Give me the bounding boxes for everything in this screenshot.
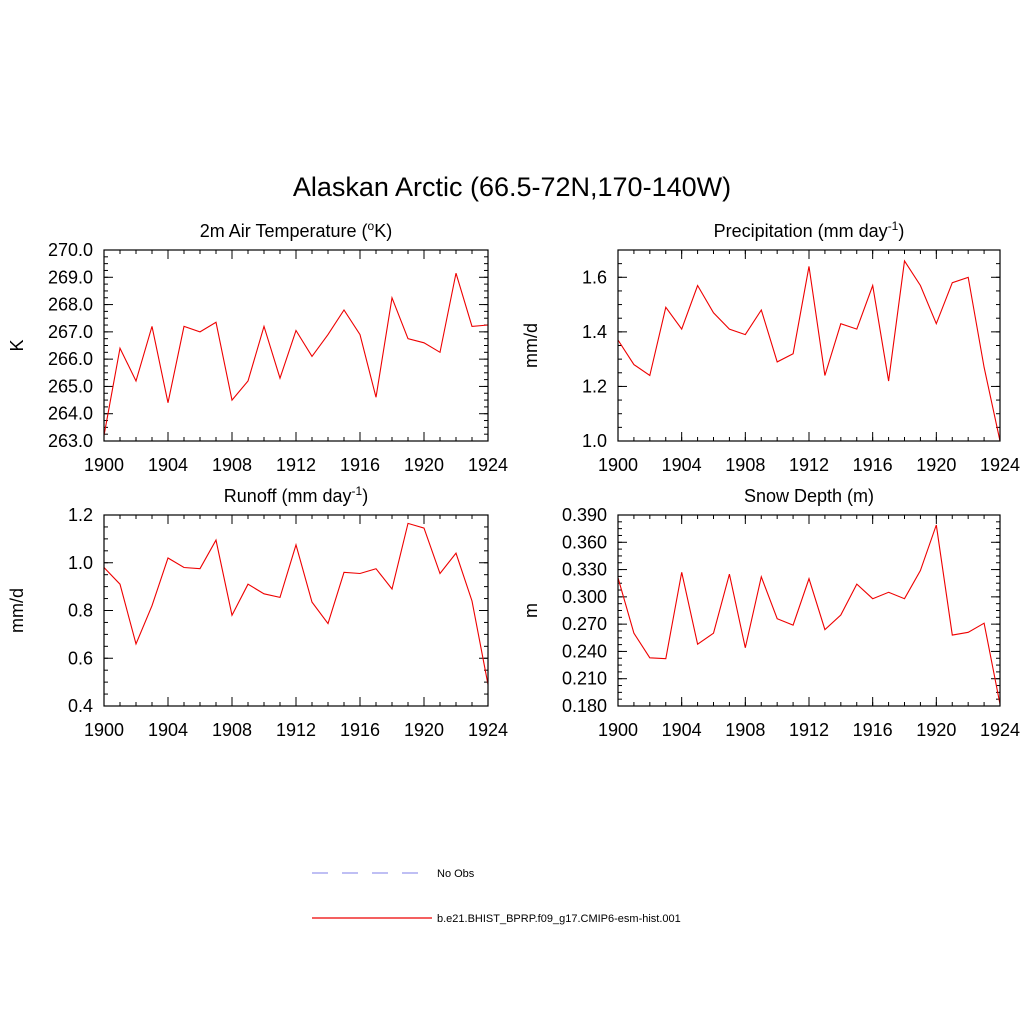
x-tick-label: 1908 bbox=[212, 455, 252, 475]
runoff-title: Runoff (mm day-1) bbox=[224, 484, 368, 506]
y-tick-label: 0.270 bbox=[562, 614, 607, 634]
precipitation-series-line bbox=[617, 259, 1001, 442]
y-tick-label: 0.360 bbox=[562, 532, 607, 552]
legend-label: No Obs bbox=[437, 868, 475, 880]
precipitation-ylabel: mm/d bbox=[521, 323, 541, 368]
precipitation-title-text: Precipitation (mm day bbox=[714, 221, 888, 241]
y-tick-label: 0.240 bbox=[562, 641, 607, 661]
y-tick-label: 0.4 bbox=[68, 696, 93, 716]
y-tick-label: 1.0 bbox=[68, 553, 93, 573]
y-tick-label: 263.0 bbox=[48, 431, 93, 451]
runoff-title-text: Runoff (mm day bbox=[224, 486, 352, 506]
air-temperature-title-text: 2m Air Temperature ( bbox=[200, 221, 368, 241]
y-tick-label: 270.0 bbox=[48, 240, 93, 260]
y-tick-label: 269.0 bbox=[48, 267, 93, 287]
x-tick-label: 1904 bbox=[662, 455, 702, 475]
runoff-title-text-end: ) bbox=[362, 486, 368, 506]
x-tick-label: 1904 bbox=[662, 720, 702, 740]
x-tick-label: 1924 bbox=[468, 720, 508, 740]
x-tick-label: 1920 bbox=[916, 720, 956, 740]
x-tick-label: 1920 bbox=[916, 455, 956, 475]
y-tick-label: 266.0 bbox=[48, 349, 93, 369]
air-temperature-ylabel: K bbox=[7, 339, 27, 351]
x-tick-label: 1912 bbox=[789, 455, 829, 475]
snow-depth-series-line bbox=[617, 524, 1001, 705]
precipitation-title-text-end: ) bbox=[898, 221, 904, 241]
legend: No Obs b.e21.BHIST_BPRP.f09_g17.CMIP6-esm… bbox=[312, 868, 681, 925]
runoff-series-line bbox=[103, 522, 489, 685]
x-tick-label: 1900 bbox=[598, 455, 638, 475]
x-tick-label: 1912 bbox=[789, 720, 829, 740]
y-tick-label: 0.390 bbox=[562, 505, 607, 525]
y-tick-label: 1.6 bbox=[582, 267, 607, 287]
x-tick-label: 1916 bbox=[340, 720, 380, 740]
precipitation-plot-frame bbox=[617, 249, 1001, 442]
panel-air-temperature: 2m Air Temperature (oK) K 1900 1904 1908 1912… bbox=[7, 219, 508, 475]
y-tick-label: 265.0 bbox=[48, 376, 93, 396]
x-tick-label: 1920 bbox=[404, 455, 444, 475]
x-tick-label: 1908 bbox=[725, 455, 765, 475]
y-tick-label: 268.0 bbox=[48, 295, 93, 315]
snow-depth-title: Snow Depth (m) bbox=[744, 486, 874, 506]
snow-depth-plot-frame bbox=[617, 514, 1001, 707]
y-tick-label: 264.0 bbox=[48, 404, 93, 424]
y-tick-label: 1.0 bbox=[582, 431, 607, 451]
x-tick-label: 1912 bbox=[276, 720, 316, 740]
runoff-title-superscript: -1 bbox=[352, 484, 363, 498]
y-tick-label: 0.6 bbox=[68, 648, 93, 668]
air-temperature-title-superscript: o bbox=[368, 219, 375, 233]
x-tick-label: 1916 bbox=[853, 720, 893, 740]
x-tick-label: 1900 bbox=[84, 455, 124, 475]
snow-depth-ylabel: m bbox=[521, 603, 541, 618]
x-tick-label: 1900 bbox=[598, 720, 638, 740]
x-tick-label: 1920 bbox=[404, 720, 444, 740]
air-temperature-title-text-end: K) bbox=[374, 221, 392, 241]
runoff-plot-frame bbox=[103, 514, 489, 707]
x-tick-label: 1916 bbox=[853, 455, 893, 475]
x-tick-label: 1924 bbox=[980, 720, 1020, 740]
runoff-ylabel: mm/d bbox=[7, 588, 27, 633]
air-temperature-title: 2m Air Temperature (oK) bbox=[200, 219, 392, 241]
panels: 2m Air Temperature (oK) K 1900 1904 1908 1912… bbox=[7, 219, 1020, 740]
x-tick-label: 1916 bbox=[340, 455, 380, 475]
legend-item: No Obs bbox=[312, 868, 475, 880]
figure-title: Alaskan Arctic (66.5-72N,170-140W) bbox=[293, 172, 731, 202]
precipitation-title: Precipitation (mm day-1) bbox=[714, 219, 905, 241]
x-tick-label: 1904 bbox=[148, 720, 188, 740]
x-tick-label: 1908 bbox=[725, 720, 765, 740]
y-tick-label: 1.4 bbox=[582, 322, 607, 342]
panel-runoff: Runoff (mm day-1) mm/d 1900 1904 1908 1912 191… bbox=[7, 484, 508, 740]
legend-item: b.e21.BHIST_BPRP.f09_g17.CMIP6-esm-hist.… bbox=[312, 913, 681, 925]
y-tick-label: 267.0 bbox=[48, 322, 93, 342]
snow-depth-title-text: Snow Depth (m) bbox=[744, 486, 874, 506]
y-tick-label: 1.2 bbox=[68, 505, 93, 525]
x-tick-label: 1912 bbox=[276, 455, 316, 475]
air-temperature-series-line bbox=[103, 273, 489, 436]
precipitation-title-superscript: -1 bbox=[888, 219, 899, 233]
x-tick-label: 1924 bbox=[468, 455, 508, 475]
x-tick-label: 1900 bbox=[84, 720, 124, 740]
x-tick-label: 1908 bbox=[212, 720, 252, 740]
x-tick-label: 1924 bbox=[980, 455, 1020, 475]
panel-snow-depth: Snow Depth (m) m 1900 1904 1908 1912 1916 1920 1… bbox=[521, 486, 1020, 740]
panel-precipitation: Precipitation (mm day-1) mm/d 1900 1904 1908… bbox=[521, 219, 1020, 475]
y-tick-label: 0.180 bbox=[562, 696, 607, 716]
y-tick-label: 0.8 bbox=[68, 601, 93, 621]
y-tick-label: 0.330 bbox=[562, 560, 607, 580]
y-tick-label: 1.2 bbox=[582, 376, 607, 396]
y-tick-label: 0.210 bbox=[562, 669, 607, 689]
air-temperature-plot-frame bbox=[103, 249, 489, 442]
y-tick-label: 0.300 bbox=[562, 587, 607, 607]
x-tick-label: 1904 bbox=[148, 455, 188, 475]
legend-label: b.e21.BHIST_BPRP.f09_g17.CMIP6-esm-hist.… bbox=[437, 913, 681, 925]
